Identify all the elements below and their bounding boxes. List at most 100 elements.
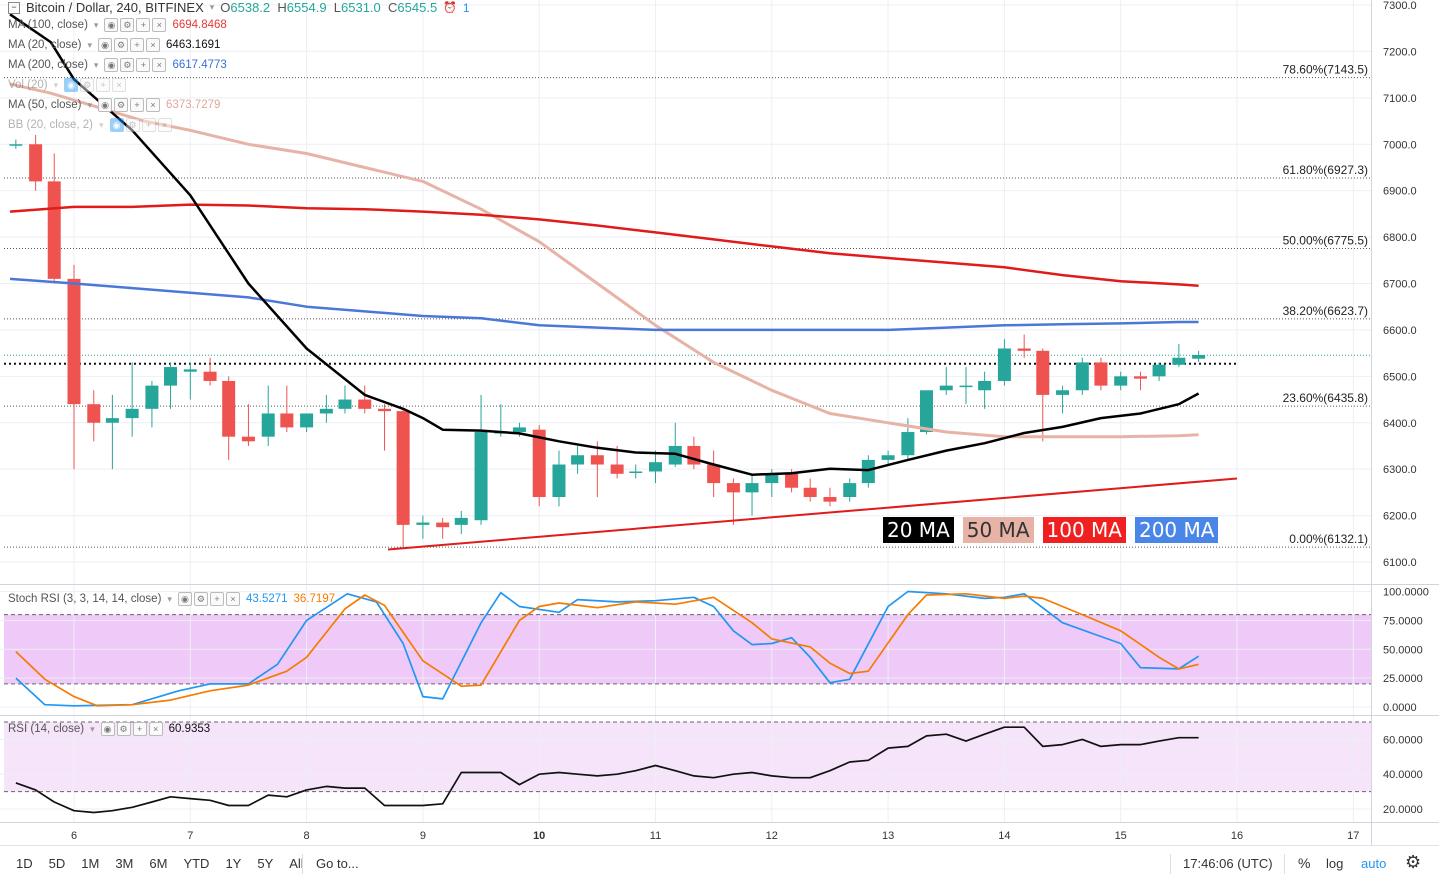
candle <box>881 450 895 465</box>
add-icon[interactable]: + <box>141 118 156 132</box>
stoch-tick-label: 0.0000 <box>1383 702 1417 714</box>
indicator-label[interactable]: MA (50, close) <box>8 99 82 111</box>
range-5d[interactable]: 5D <box>48 856 66 871</box>
candle <box>87 390 101 442</box>
settings-icon[interactable]: ⚙ <box>193 592 208 606</box>
range-1y[interactable]: 1Y <box>225 856 242 871</box>
range-1d[interactable]: 1D <box>16 856 33 871</box>
close-icon[interactable]: × <box>112 78 127 92</box>
add-icon[interactable]: + <box>130 98 145 112</box>
eye-icon[interactable]: ◉ <box>98 38 113 52</box>
stoch-rsi-title[interactable]: Stoch RSI (3, 3, 14, 14, close) <box>8 593 162 605</box>
settings-icon[interactable]: ⚙ <box>80 78 95 92</box>
chevron-down-icon[interactable]: ▾ <box>87 99 93 110</box>
chevron-down-icon[interactable]: ▾ <box>99 119 104 130</box>
indicator-label[interactable]: MA (200, close) <box>8 59 88 71</box>
settings-icon[interactable]: ⚙ <box>116 722 131 736</box>
collapse-icon[interactable]: − <box>8 1 20 14</box>
percent-toggle[interactable]: % <box>1298 855 1311 871</box>
settings-icon[interactable]: ⚙ <box>120 58 135 72</box>
indicator-tools: ◉ ⚙ + × <box>177 592 240 606</box>
chart-canvas[interactable]: 78.60%(7143.5) 61.80%(6927.3) 50.00%(6775.… <box>0 0 1439 845</box>
add-icon[interactable]: + <box>132 722 147 736</box>
stoch-tick-label: 25.0000 <box>1383 673 1423 685</box>
candle <box>67 264 81 470</box>
eye-icon[interactable]: ◉ <box>104 18 119 32</box>
indicator-label[interactable]: MA (100, close) <box>8 19 88 31</box>
add-icon[interactable]: + <box>136 18 151 32</box>
range-6m[interactable]: 6M <box>149 856 168 871</box>
price-tick-label: 7300.0 <box>1383 0 1417 12</box>
log-toggle[interactable]: log <box>1326 856 1344 871</box>
indicator-label[interactable]: Vol (20) <box>8 79 48 91</box>
range-3m[interactable]: 3M <box>115 856 134 871</box>
range-ytd[interactable]: YTD <box>183 856 210 871</box>
candle-body <box>939 385 953 391</box>
settings-icon[interactable]: ⚙ <box>125 118 140 132</box>
eye-icon[interactable]: ◉ <box>104 58 119 72</box>
add-icon[interactable]: + <box>96 78 111 92</box>
eye-icon[interactable]: ◉ <box>98 98 113 112</box>
stoch-tick-label: 75.0000 <box>1383 615 1423 627</box>
utc-clock[interactable]: 17:46:06 (UTC) <box>1183 856 1273 871</box>
indicator-tools: ◉ ⚙ + × <box>109 118 172 132</box>
goto-button[interactable]: Go to... <box>316 856 359 871</box>
eye-icon[interactable]: ◉ <box>109 118 124 132</box>
time-axis: 6 7 8 9 10 11 12 13 14 15 16 17 <box>71 830 1359 842</box>
symbol-title[interactable]: Bitcoin / Dollar, 240, BITFINEX <box>26 0 204 15</box>
candle-body <box>785 473 799 488</box>
candle-body <box>241 436 255 442</box>
add-icon[interactable]: + <box>136 58 151 72</box>
candle-body <box>823 497 837 502</box>
range-5y[interactable]: 5Y <box>257 856 274 871</box>
add-icon[interactable]: + <box>130 38 145 52</box>
eye-icon[interactable]: ◉ <box>177 592 192 606</box>
close-icon[interactable]: × <box>152 58 167 72</box>
candle-body <box>454 517 468 525</box>
indicator-label[interactable]: MA (20, close) <box>8 39 82 51</box>
candle <box>571 445 585 474</box>
indicator-value: 6694.8468 <box>172 19 227 31</box>
candle-body <box>47 181 61 279</box>
range-all[interactable]: All <box>289 856 304 871</box>
eye-icon[interactable]: ◉ <box>100 722 115 736</box>
rsi-title[interactable]: RSI (14, close) <box>8 723 85 735</box>
auto-toggle[interactable]: auto <box>1361 856 1387 871</box>
alert-icon[interactable]: ⏰ <box>443 2 457 14</box>
candle <box>997 339 1011 386</box>
time-tick-label: 16 <box>1231 830 1243 842</box>
candle-body <box>649 462 662 472</box>
candle <box>145 380 159 428</box>
chevron-down-icon[interactable]: ▾ <box>53 79 59 90</box>
candle <box>649 450 662 484</box>
candle <box>416 515 430 539</box>
eye-icon[interactable]: ◉ <box>64 78 79 92</box>
settings-icon[interactable]: ⚙ <box>114 98 129 112</box>
indicator-tools: ◉ ⚙ + × <box>98 38 161 52</box>
chevron-down-icon[interactable]: ▾ <box>209 2 215 12</box>
candle-body <box>1094 362 1108 386</box>
chevron-down-icon[interactable]: ▾ <box>90 723 95 734</box>
price-tick-label: 6500.0 <box>1383 371 1417 383</box>
close-icon[interactable]: × <box>146 38 161 52</box>
gear-icon[interactable]: ⚙ <box>1405 852 1422 872</box>
candle <box>29 134 43 191</box>
add-icon[interactable]: + <box>209 592 224 606</box>
close-icon[interactable]: × <box>157 118 172 132</box>
indicator-label[interactable]: BB (20, close, 2) <box>8 119 94 131</box>
close-icon[interactable]: × <box>225 592 240 606</box>
price-tick-label: 6300.0 <box>1383 464 1417 476</box>
close-icon[interactable]: × <box>148 722 163 736</box>
close-icon[interactable]: × <box>152 18 167 32</box>
time-tick-label: 8 <box>304 830 310 842</box>
chevron-down-icon[interactable]: ▾ <box>93 19 99 30</box>
chevron-down-icon[interactable]: ▾ <box>87 39 93 50</box>
range-1m[interactable]: 1M <box>81 856 100 871</box>
settings-icon[interactable]: ⚙ <box>120 18 135 32</box>
close-icon[interactable]: × <box>146 98 161 112</box>
settings-icon[interactable]: ⚙ <box>114 38 129 52</box>
candle <box>1075 357 1089 395</box>
chevron-down-icon[interactable]: ▾ <box>167 593 172 604</box>
time-tick-label: 14 <box>998 830 1010 842</box>
chevron-down-icon[interactable]: ▾ <box>93 59 99 70</box>
